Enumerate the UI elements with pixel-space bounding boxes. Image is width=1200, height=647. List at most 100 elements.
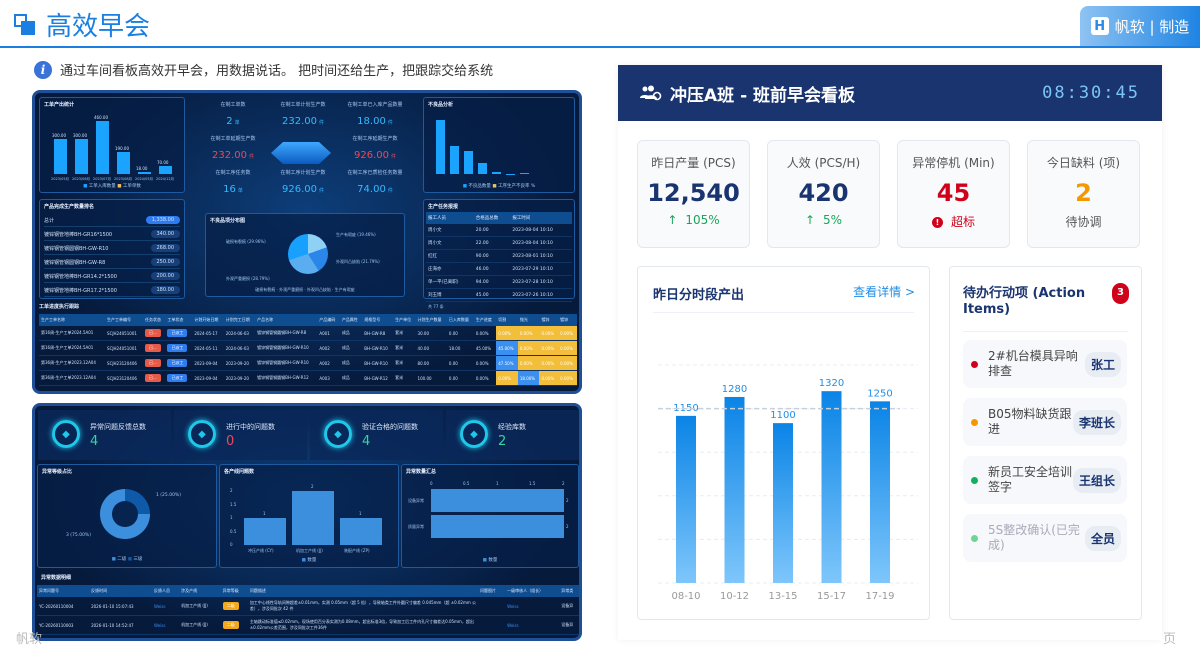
column-header[interactable]: 产品编码 bbox=[317, 314, 340, 326]
column-header[interactable]: 问题图片 bbox=[478, 585, 506, 597]
diamond-icon: ◆ bbox=[52, 420, 80, 448]
legend-item: 工单入库数量 bbox=[88, 184, 116, 189]
table-row[interactable]: 刘玉博 45.00 2023-07-26 10:10 bbox=[426, 288, 572, 302]
kpi-value: 926.00 件 bbox=[263, 184, 343, 195]
table-cell: 2026-01-10 15:07:43 bbox=[89, 597, 153, 616]
column-header[interactable]: 生产工单名称 bbox=[39, 314, 106, 326]
panel-title: 不良品分析 bbox=[428, 102, 454, 108]
action-item[interactable]: 5S整改确认(已完成) 全员 bbox=[963, 514, 1127, 562]
rank-value: 200.00 bbox=[150, 272, 180, 280]
kpi-label: 今日缺料 (项) bbox=[1046, 156, 1121, 170]
column-header[interactable]: 涉及产线 bbox=[179, 585, 221, 597]
column-header[interactable]: 合格品总数 bbox=[473, 212, 511, 224]
column-header[interactable]: 计划开始日期 bbox=[192, 314, 224, 326]
action-item[interactable]: 新员工安全培训签字 王组长 bbox=[963, 456, 1127, 504]
table-cell: 2023-07-29 10:10 bbox=[510, 262, 572, 276]
cell-text: Weiss bbox=[507, 622, 519, 628]
cell-text: 0.00% bbox=[560, 375, 573, 381]
action-item[interactable]: B05物料缺货跟进 李班长 bbox=[963, 398, 1127, 446]
info-text: 通过车间看板高效开早会，用数据说话。 把时间还给生产，把跟踪交给系统 bbox=[60, 64, 494, 79]
cell-text: 第16周-生产工单2024.5A01 bbox=[41, 330, 94, 335]
table-row[interactable]: 第36周-生产工单2023.12A04 SCJH23120406 已... 已派工 20… bbox=[39, 355, 577, 371]
donut-label: 1 (25.00%) bbox=[156, 493, 181, 498]
table-row[interactable]: 红红 90.00 2023-08-01 10:10 bbox=[426, 249, 572, 263]
table-row[interactable]: 第16周-生产工单2024.5A01 SCJH24051001 已... 已派工 202… bbox=[39, 326, 577, 341]
column-header[interactable]: 问题描述 bbox=[247, 585, 479, 597]
panel-title: 各产线问题数 bbox=[224, 469, 255, 475]
column-header[interactable]: 报工人员 bbox=[426, 212, 474, 224]
table-row[interactable]: 第16周-生产工单2024.5A01 SCJH24051001 已... 已派工 202… bbox=[39, 340, 577, 356]
brand-text: 帆软 | 制造 bbox=[1114, 17, 1190, 36]
issue-bar bbox=[340, 518, 382, 545]
column-header[interactable]: 切割 bbox=[496, 314, 518, 326]
table-row[interactable]: 庄海亦 46.00 2023-07-29 10:10 bbox=[426, 262, 572, 276]
cell-text: 100.00 bbox=[417, 375, 432, 381]
column-header[interactable]: 规格型号 bbox=[362, 314, 394, 326]
cell-text: 0.00% bbox=[519, 330, 533, 336]
table-row[interactable]: 周小文 20.00 2023-08-04 10:10 bbox=[426, 224, 572, 237]
column-header[interactable]: 抛光 bbox=[517, 314, 540, 326]
cell-text: 已... bbox=[145, 344, 161, 352]
table-row[interactable]: 周小文 22.00 2023-08-04 10:10 bbox=[426, 236, 572, 250]
category-label: 冲压产线 (CY) bbox=[248, 548, 274, 553]
table-cell: 成品 bbox=[339, 340, 363, 356]
legend-item: 生产有瑕疵 bbox=[334, 287, 355, 292]
month-label: 2023/08月 bbox=[114, 177, 133, 181]
table-row[interactable]: YC-20260110003 2026-01-10 14:52:47 Weiss 机加… bbox=[37, 615, 579, 635]
table-cell: 0.00% bbox=[539, 370, 559, 386]
column-header[interactable]: 任务状态 bbox=[143, 314, 166, 326]
defect-panel: 不良品分析 ■ 不良品数量 ■ 工序生产不良率 % bbox=[423, 97, 575, 193]
category-label: 质量异常 bbox=[408, 524, 424, 529]
kpi-label: 在制工序任务数 bbox=[215, 170, 251, 176]
column-header[interactable]: 产品名称 bbox=[255, 314, 318, 326]
table-cell bbox=[478, 615, 506, 635]
column-header[interactable]: 反馈时间 bbox=[89, 585, 153, 597]
diamond-icon: ◆ bbox=[324, 420, 352, 448]
cell-text: 红红 bbox=[428, 254, 437, 259]
table-cell: 套米 bbox=[393, 340, 416, 356]
table-cell: 二级 bbox=[220, 615, 248, 635]
cell-text: 成品 bbox=[341, 375, 350, 380]
table-row[interactable]: 第36周-生产工单2023.12A04 SCJH23120406 已... 已派工 20… bbox=[39, 370, 577, 386]
column-header[interactable]: 一级审核人（组长） bbox=[505, 585, 560, 597]
column-header[interactable]: 镀锌 bbox=[558, 314, 577, 326]
column-header[interactable]: 生产工单编号 bbox=[105, 314, 144, 326]
table-row[interactable]: YC-20260110004 2026-01-10 15:07:43 Weiss 机加… bbox=[37, 597, 579, 616]
cell-text: 设备异 bbox=[561, 603, 574, 608]
panel-title: 异常数据明细 bbox=[41, 575, 72, 581]
table-cell: 100.00 bbox=[415, 370, 447, 386]
column-header[interactable]: 报工时间 bbox=[510, 212, 572, 224]
column-header[interactable]: 工单状态 bbox=[165, 314, 193, 326]
column-header[interactable]: 镀锌 bbox=[539, 314, 559, 326]
column-header[interactable]: 异常问题号 bbox=[37, 585, 90, 597]
table-header-row: 异常问题号 反馈时间 反馈人员 涉及产线 异常等级 问题描述 问题图片 一级审核人（组长） 异常… bbox=[37, 585, 579, 597]
table-row[interactable]: 单一平(已离职) 94.00 2023-07-28 10:10 bbox=[426, 275, 572, 289]
month-label: 2023/06月 bbox=[72, 177, 91, 181]
column-header[interactable]: 计划完工日期 bbox=[223, 314, 256, 326]
column-header[interactable]: 异常等级 bbox=[220, 585, 248, 597]
table-cell bbox=[478, 597, 506, 616]
bar-label: 460.00 bbox=[94, 114, 108, 120]
view-details-link[interactable]: 查看详情 > bbox=[853, 285, 915, 299]
column-header[interactable]: 反馈人员 bbox=[152, 585, 180, 597]
column-header[interactable]: 生产单位 bbox=[393, 314, 416, 326]
column-header[interactable]: 生产进度 bbox=[473, 314, 497, 326]
kpi-sub-text: 超标 bbox=[950, 215, 975, 229]
column-header[interactable]: 异常类 bbox=[559, 585, 579, 597]
defect-bar bbox=[478, 162, 487, 174]
column-header[interactable]: 计划生产数量 bbox=[415, 314, 447, 326]
kpi-label: 经验库数 bbox=[498, 423, 526, 431]
actions-title: 待办行动项 (Action Items) bbox=[963, 286, 1086, 317]
kpi-label: 异常停机 (Min) bbox=[912, 156, 995, 170]
column-header[interactable]: 已入库数量 bbox=[446, 314, 474, 326]
action-item[interactable]: 2#机台模具异响排查 张工 bbox=[963, 340, 1127, 388]
cell-text: YC-20260110004 bbox=[39, 603, 74, 609]
column-header[interactable]: 产品属性 bbox=[339, 314, 363, 326]
kpi-unit: 件 bbox=[248, 154, 254, 160]
legend-item: 破损有裂痕 bbox=[255, 287, 276, 292]
detail-table: 异常问题号 反馈时间 反馈人员 涉及产线 异常等级 问题描述 问题图片 一级审核人（组长） 异常… bbox=[37, 585, 579, 635]
kpi-tile: 在制工序已质检任务数量 74.00 件 bbox=[335, 169, 415, 195]
table-cell: 0.00% bbox=[539, 340, 559, 356]
y-tick: 1.5 bbox=[230, 501, 237, 507]
page-number: 页 bbox=[1163, 632, 1177, 647]
